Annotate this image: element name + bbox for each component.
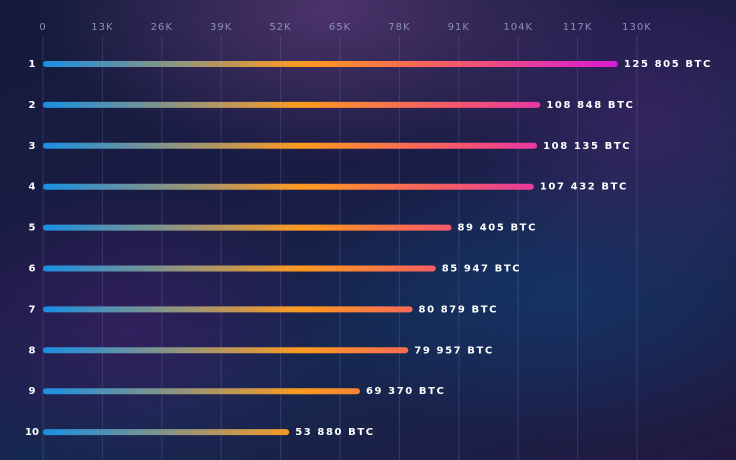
bar [43, 265, 436, 272]
value-label: 79 957 BTC [414, 345, 494, 356]
x-tick-label: 0 [39, 22, 46, 33]
category-label: 4 [29, 182, 36, 193]
category-label: 1 [29, 59, 36, 70]
value-label: 80 879 BTC [419, 304, 499, 315]
x-tick-label: 104K [503, 22, 533, 33]
category-label: 8 [29, 345, 36, 356]
value-label: 89 405 BTC [458, 223, 538, 234]
x-tick-label: 117K [563, 22, 593, 33]
category-label: 6 [29, 264, 36, 275]
value-label: 108 848 BTC [546, 100, 634, 111]
x-tick-label: 39K [210, 22, 232, 33]
bar [43, 347, 409, 354]
category-label: 9 [29, 386, 36, 397]
bar [43, 183, 534, 190]
value-label: 85 947 BTC [442, 264, 522, 275]
value-label: 53 880 BTC [295, 427, 375, 438]
value-label: 125 805 BTC [624, 59, 712, 70]
x-tick-label: 52K [269, 22, 291, 33]
x-tick-label: 91K [448, 22, 470, 33]
x-tick-label: 26K [151, 22, 173, 33]
x-tick-label: 65K [329, 22, 351, 33]
category-label: 3 [29, 141, 36, 152]
bar [43, 306, 413, 313]
x-tick-label: 130K [622, 22, 652, 33]
bar [43, 142, 538, 149]
value-label: 69 370 BTC [366, 386, 446, 397]
category-label: 10 [25, 427, 39, 438]
category-label: 5 [29, 223, 36, 234]
x-tick-label: 78K [388, 22, 410, 33]
x-tick-label: 13K [91, 22, 113, 33]
bar [43, 61, 618, 67]
bar [43, 224, 452, 231]
category-label: 7 [29, 304, 36, 315]
value-label: 108 135 BTC [543, 141, 631, 152]
value-label: 107 432 BTC [540, 182, 628, 193]
category-label: 2 [29, 100, 36, 111]
bar [43, 429, 290, 436]
bar [43, 101, 541, 108]
bar [43, 388, 360, 395]
